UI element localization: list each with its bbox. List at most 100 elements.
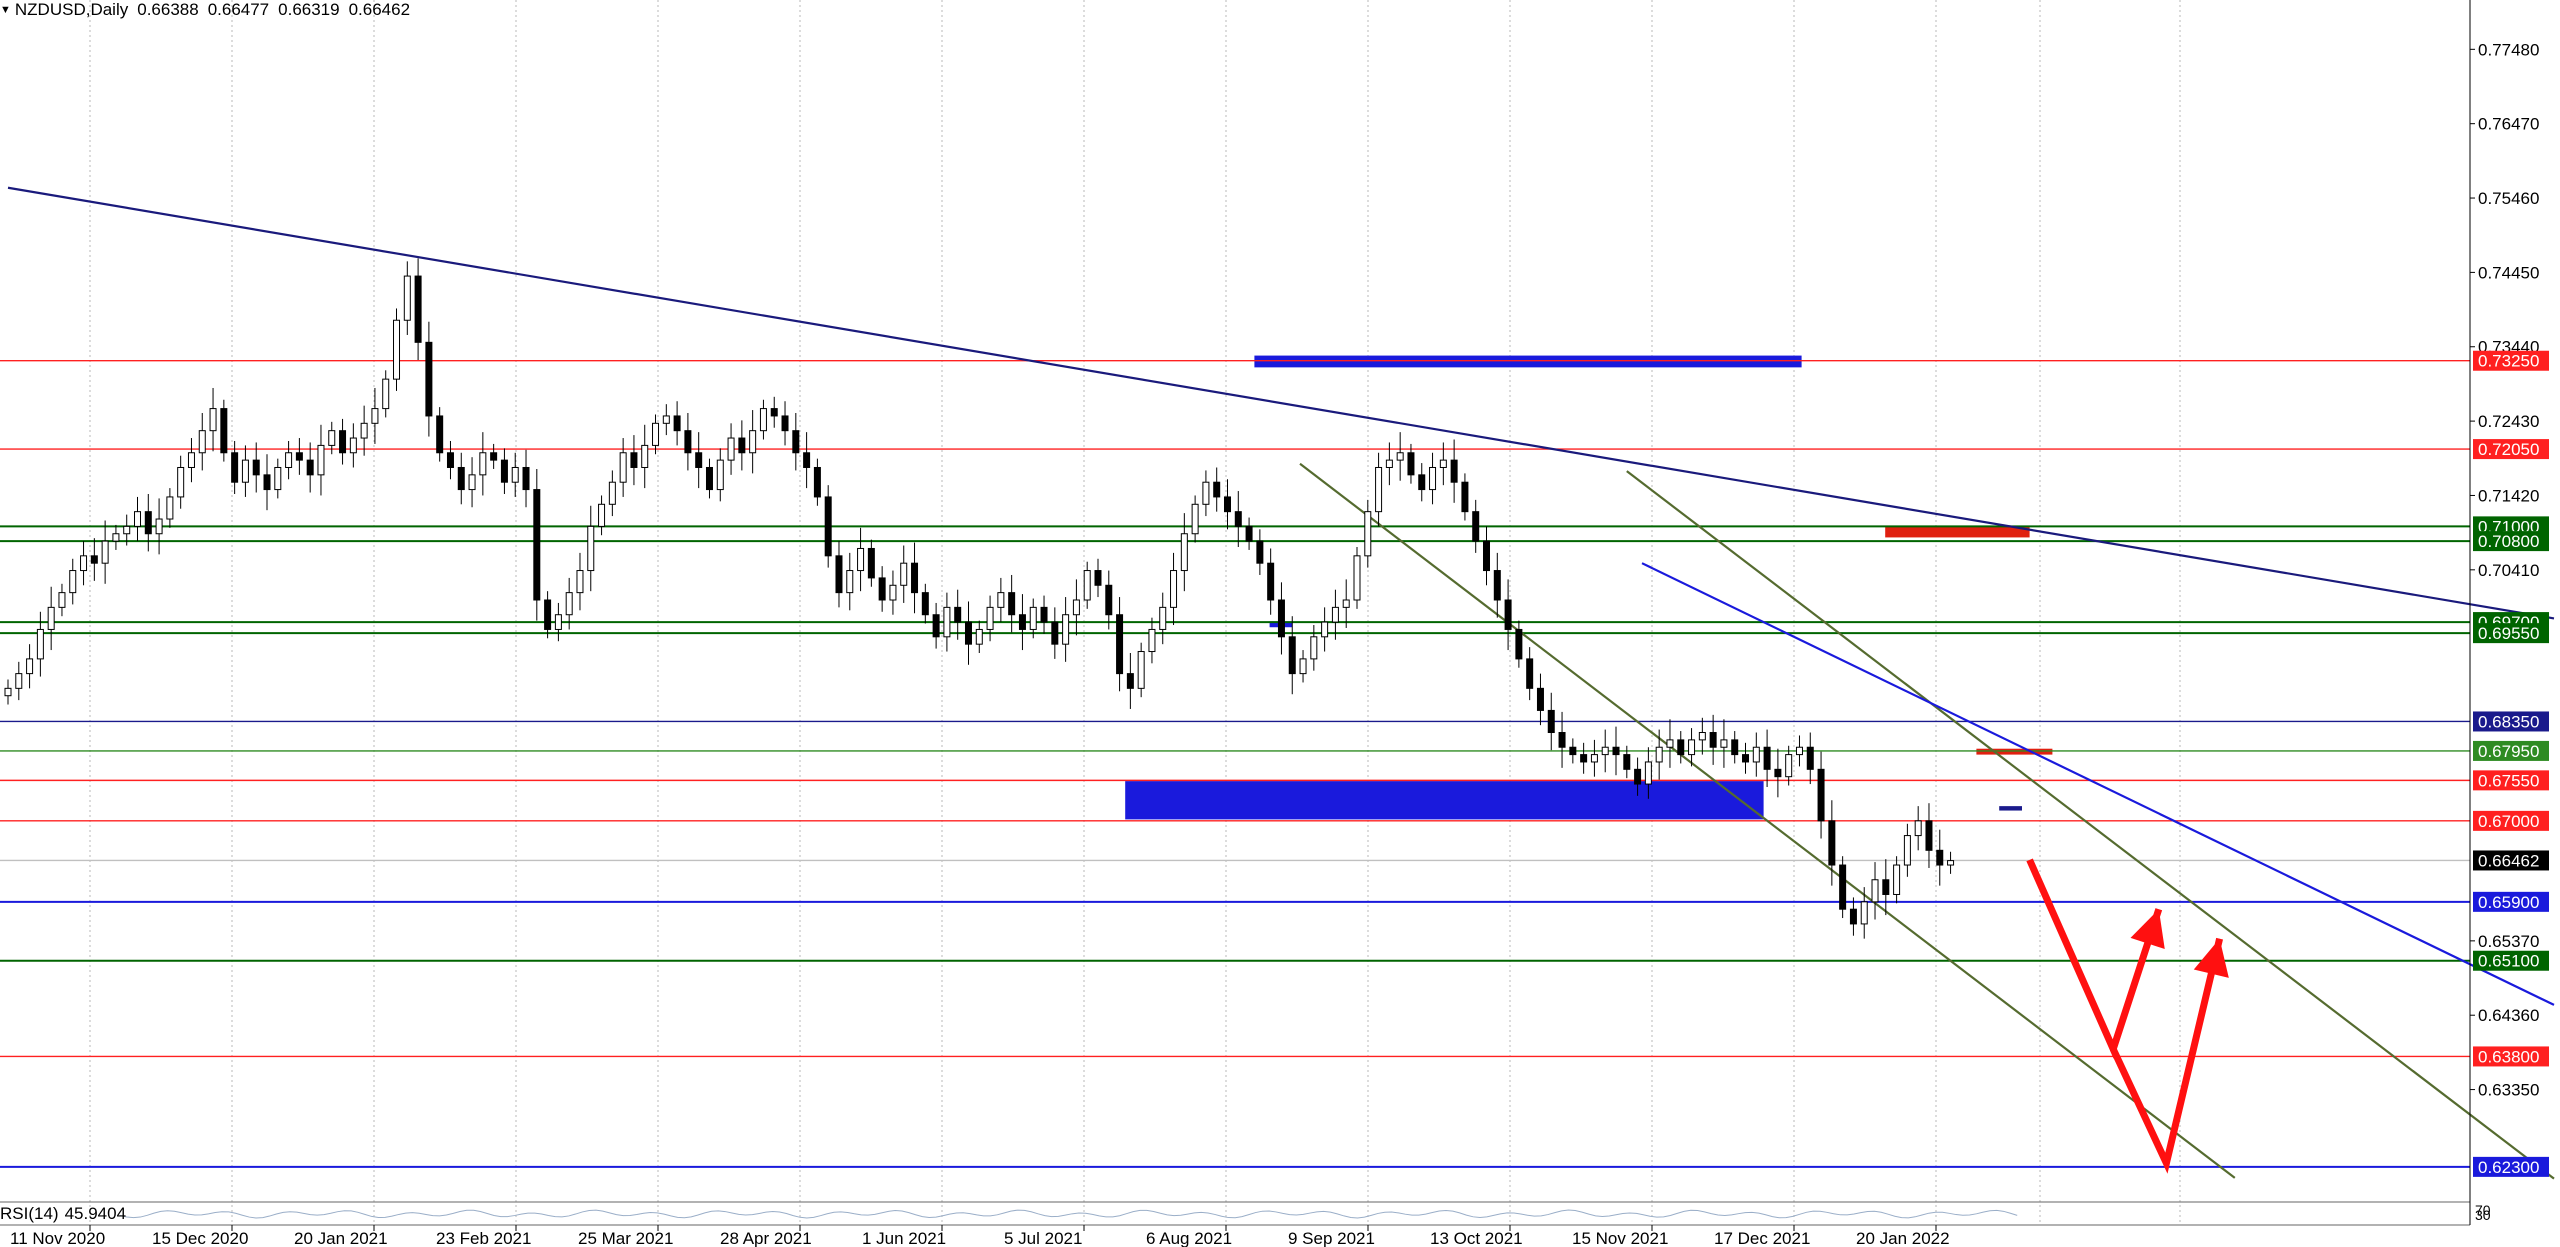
projection-arrow: [2110, 937, 2224, 1174]
candle-body: [317, 444, 325, 476]
candle: [1817, 751, 1825, 839]
candle-body: [1839, 864, 1847, 910]
price-tick-label: 0.70410: [2478, 561, 2539, 580]
candle: [964, 601, 972, 665]
candle: [479, 432, 487, 496]
candle-body: [1407, 452, 1415, 476]
candle: [252, 442, 260, 493]
candle: [1450, 439, 1458, 503]
candle: [306, 442, 314, 493]
candle-body: [328, 430, 336, 446]
candle: [1871, 862, 1879, 920]
candle-body: [1914, 820, 1922, 837]
candle-body: [587, 525, 595, 572]
candle: [1569, 738, 1577, 764]
rsi-name: RSI(14): [0, 1204, 59, 1223]
candle: [900, 545, 908, 603]
candle: [295, 438, 303, 475]
chevron-down-icon[interactable]: ▼: [0, 4, 11, 16]
price-tick-label: 0.72430: [2478, 412, 2539, 431]
candle-body: [846, 570, 854, 594]
candle-body: [1116, 614, 1124, 675]
candle-body: [608, 481, 616, 505]
rsi-panel: [0, 1201, 2470, 1226]
candle: [705, 458, 713, 499]
candle-body: [522, 466, 530, 491]
candle-body: [1450, 459, 1458, 483]
candle-body: [1893, 864, 1901, 895]
candle-body: [187, 452, 195, 468]
trendline-short-term-resistance: [1641, 562, 2555, 1006]
candle-body: [1666, 739, 1674, 748]
candle: [738, 420, 746, 471]
candle: [1148, 617, 1156, 664]
candle-body: [15, 673, 23, 689]
candle: [1806, 732, 1814, 785]
level-price-label: 0.70800: [2478, 532, 2539, 551]
candle: [684, 413, 692, 471]
price-tick-label: 0.63350: [2478, 1081, 2539, 1100]
candle: [1666, 719, 1674, 768]
candle-body: [166, 496, 174, 520]
candle: [1234, 491, 1242, 547]
candle-body: [619, 452, 627, 483]
candle-body: [857, 547, 865, 572]
level-price-tag: [2473, 770, 2549, 791]
candle-body: [393, 319, 401, 380]
trendline-layer: [7, 186, 2555, 1180]
candle-layer: [4, 258, 1955, 939]
candle: [1094, 558, 1102, 598]
candle-body: [1375, 466, 1383, 513]
level-price-label: 0.65900: [2478, 893, 2539, 912]
rsi-label: RSI(14) 45.9404: [0, 1204, 132, 1224]
candle-body: [1245, 525, 1253, 542]
candle-body: [695, 452, 703, 468]
candle-body: [533, 489, 541, 601]
candle-body: [1385, 459, 1393, 468]
candle-body: [1051, 621, 1059, 645]
candle-body: [1569, 746, 1577, 756]
candle: [587, 505, 595, 592]
candle: [1698, 717, 1706, 755]
candle-body: [1321, 621, 1329, 638]
level-price-tag: [2473, 850, 2549, 871]
candle: [1170, 552, 1178, 626]
candle: [1126, 653, 1134, 709]
candle: [544, 591, 552, 639]
price-tick-label: 0.75460: [2478, 189, 2539, 208]
candle-body: [544, 599, 552, 630]
candle-body: [889, 584, 897, 601]
candle: [144, 493, 152, 552]
candle: [813, 458, 821, 506]
time-axis: 11 Nov 2020 15 Dec 2020 20 Jan 2021 23 Feb …: [10, 1225, 1950, 1247]
candle-body: [1925, 820, 1933, 851]
trendline-long-term-resistance: [7, 186, 2555, 620]
candle-body: [1062, 614, 1070, 645]
candle: [986, 595, 994, 642]
candle: [80, 541, 88, 586]
candle: [468, 457, 476, 508]
candle: [1644, 747, 1652, 799]
candle: [1601, 729, 1609, 773]
level-price-tag: [2473, 950, 2549, 971]
candle-body: [252, 459, 260, 476]
candle-body: [964, 621, 972, 645]
candle: [1558, 711, 1566, 768]
candle: [393, 308, 401, 391]
candle: [1213, 467, 1221, 512]
candle: [1655, 729, 1663, 780]
price-tick-label: 0.71420: [2478, 486, 2539, 505]
candle: [371, 387, 379, 444]
candle: [997, 577, 1005, 623]
candle: [1731, 731, 1739, 764]
candle-body: [457, 466, 465, 491]
candle-body: [943, 606, 951, 638]
candle-body: [792, 430, 800, 454]
candle: [134, 496, 142, 542]
candle-body: [954, 606, 962, 623]
candle-body: [1742, 754, 1750, 763]
candle-body: [1418, 474, 1426, 491]
candle: [1223, 479, 1231, 530]
candle-body: [630, 452, 638, 468]
